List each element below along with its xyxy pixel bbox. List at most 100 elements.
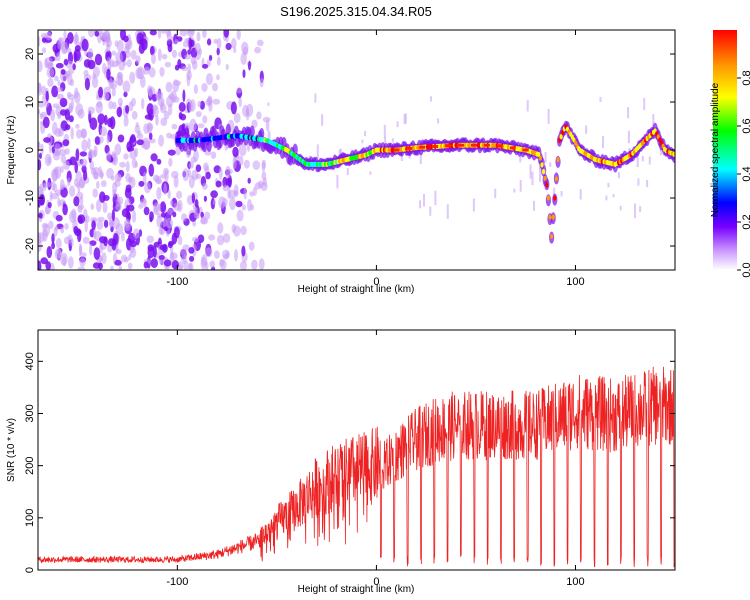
spectrogram-noise-blob bbox=[202, 182, 208, 190]
spectrogram-noise-blob bbox=[225, 165, 231, 179]
spectrogram-noise-blob bbox=[181, 213, 188, 222]
spectrogram-noise-blob bbox=[89, 243, 93, 256]
spectrogram-noise-blob bbox=[84, 219, 88, 233]
spectrogram-noise-blob bbox=[174, 39, 179, 45]
spectrogram-noise-blob bbox=[208, 234, 216, 241]
spectrogram-noise-blob bbox=[47, 201, 52, 209]
spectrogram-noise-blob bbox=[171, 123, 178, 130]
spectrogram-ridge-core bbox=[542, 169, 546, 175]
snr-xlabel: Height of straight line (km) bbox=[298, 584, 415, 595]
spectrogram-noise-blob bbox=[212, 199, 216, 206]
spectrogram-noise-blob bbox=[110, 265, 114, 270]
spectrogram-ridge-core bbox=[537, 151, 541, 158]
spectrogram-noise-blob bbox=[120, 254, 128, 263]
spectrogram-xtick-label: -100 bbox=[166, 276, 188, 288]
spectrogram-noise-blob bbox=[127, 176, 133, 183]
spectrogram-noise-blob bbox=[241, 245, 246, 257]
spectrogram-noise-blob bbox=[79, 196, 84, 205]
spectrogram-noise-blob bbox=[159, 244, 167, 251]
spectrogram-noise-blob bbox=[152, 105, 159, 117]
spectrogram-noise-blob bbox=[96, 101, 103, 108]
spectrogram-noise-blob bbox=[42, 116, 50, 129]
spectrogram-ridge-core bbox=[672, 151, 675, 157]
spectrogram-noise-blob bbox=[189, 39, 195, 48]
spectrogram-streak bbox=[544, 152, 547, 163]
spectrogram-noise-blob bbox=[51, 242, 55, 250]
spectrogram-noise-blob bbox=[222, 233, 231, 244]
spectrogram-noise-blob bbox=[188, 247, 195, 254]
spectrogram-noise-blob bbox=[56, 93, 64, 100]
spectrogram-noise-blob bbox=[111, 209, 115, 222]
spectrogram-noise-blob bbox=[173, 175, 179, 188]
spectrogram-streak bbox=[628, 147, 631, 152]
spectrogram-noise-blob bbox=[111, 88, 116, 97]
spectrogram-noise-blob bbox=[138, 203, 144, 209]
spectrogram-noise-blob bbox=[182, 89, 186, 102]
spectrogram-noise-blob bbox=[182, 41, 189, 48]
spectrogram-noise-blob bbox=[243, 159, 250, 169]
colorbar-gradient bbox=[713, 30, 737, 270]
spectrogram-noise-blob bbox=[191, 236, 200, 242]
spectrogram-noise-blob bbox=[38, 232, 42, 245]
spectrogram-noise-blob bbox=[92, 73, 96, 80]
spectrogram-streak bbox=[648, 156, 651, 165]
spectrogram-ridge-peak bbox=[458, 143, 464, 147]
spectrogram-ridge-core bbox=[550, 233, 554, 239]
spectrogram-noise-blob bbox=[60, 109, 68, 116]
spectrogram-noise-blob bbox=[38, 159, 42, 171]
spectrogram-noise-blob bbox=[134, 147, 139, 158]
spectrogram-noise-blob bbox=[59, 97, 68, 108]
spectrogram-noise-blob bbox=[140, 75, 146, 88]
spectrogram-noise-blob bbox=[74, 91, 81, 104]
spectrogram-noise-blob bbox=[68, 68, 75, 75]
spectrogram-noise-blob bbox=[147, 85, 153, 97]
spectrogram-ridge-core bbox=[548, 214, 552, 220]
spectrogram-noise-blob bbox=[112, 189, 117, 198]
spectrogram-noise-blob bbox=[166, 95, 174, 108]
spectrogram-noise-blob bbox=[114, 143, 122, 156]
spectrogram-streak bbox=[316, 144, 319, 159]
snr-ytick-label: 300 bbox=[24, 404, 36, 422]
spectrogram-noise-blob bbox=[38, 35, 41, 48]
spectrogram-noise-blob bbox=[129, 240, 137, 248]
spectrogram-noise-blob bbox=[187, 30, 195, 35]
colorbar-label: Normalized spectral amplitude bbox=[710, 82, 721, 217]
spectrogram-noise-blob bbox=[40, 257, 48, 265]
spectrogram-noise-blob bbox=[163, 259, 172, 267]
spectrogram-noise-blob bbox=[263, 177, 267, 187]
spectrogram-noise-blob bbox=[182, 168, 190, 182]
spectrogram-noise-blob bbox=[251, 119, 258, 128]
snr-xtick-label: 0 bbox=[373, 576, 379, 588]
spectrogram-noise-blob bbox=[42, 228, 48, 242]
spectrogram-noise-blob bbox=[125, 220, 130, 229]
spectrogram-noise-blob bbox=[99, 236, 107, 244]
spectrogram-noise-blob bbox=[51, 233, 55, 245]
spectrogram-noise-blob bbox=[238, 155, 244, 166]
spectrogram-noise-blob bbox=[96, 220, 104, 230]
spectrogram-noise-blob bbox=[252, 160, 261, 170]
spectrogram-noise-blob bbox=[188, 162, 194, 169]
spectrogram-streak bbox=[579, 189, 582, 200]
spectrogram-streak bbox=[383, 124, 386, 138]
spectrogram-noise-blob bbox=[93, 149, 97, 158]
spectrogram-streak bbox=[519, 156, 522, 163]
spectrogram-streak bbox=[605, 195, 608, 201]
spectrogram-noise-blob bbox=[77, 229, 82, 243]
spectrogram-streak bbox=[529, 164, 532, 179]
spectrogram-noise-blob bbox=[57, 79, 61, 87]
spectrogram-noise-blob bbox=[40, 85, 47, 96]
spectrogram-noise-blob bbox=[242, 46, 249, 56]
spectrogram-ridge-peak bbox=[445, 144, 452, 148]
snr-frame bbox=[37, 329, 676, 571]
spectrogram-noise-blob bbox=[238, 143, 247, 157]
spectrogram-noise-blob bbox=[258, 258, 265, 270]
spectrogram-noise-blob bbox=[179, 113, 187, 121]
spectrogram-noise-blob bbox=[191, 169, 199, 181]
spectrogram-noise-blob bbox=[245, 108, 250, 121]
spectrogram-noise-blob bbox=[148, 163, 155, 177]
spectrogram-noise-blob bbox=[256, 111, 262, 120]
spectrogram-noise-blob bbox=[156, 187, 162, 200]
spectrogram-noise-blob bbox=[206, 59, 211, 67]
spectrogram-noise-blob bbox=[75, 148, 80, 161]
